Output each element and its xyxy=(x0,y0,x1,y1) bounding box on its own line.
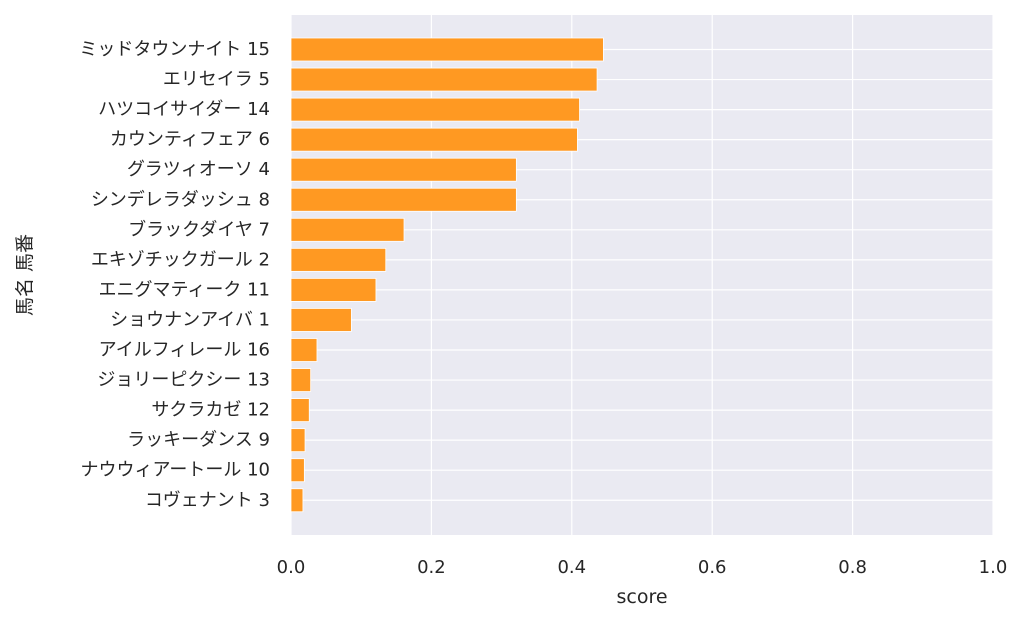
category-label: ラッキーダンス 9 xyxy=(127,430,270,451)
bar xyxy=(290,488,304,513)
category-labels: ミッドタウンナイト 15 エリセイラ 5 ハツコイサイダー 14 カウンティフェア 6… xyxy=(79,39,270,511)
bar xyxy=(290,187,517,212)
category-label: ハツコイサイダー 14 xyxy=(98,99,270,120)
y-axis-title: 馬名 馬番 xyxy=(14,234,36,316)
category-label: ジョリーピクシー 13 xyxy=(97,370,270,391)
category-label: サクラカゼ 12 xyxy=(151,400,270,421)
bars xyxy=(290,37,604,513)
x-tick-label: 0.2 xyxy=(417,557,446,578)
category-label: カウンティフェア 6 xyxy=(110,129,270,150)
bar xyxy=(290,217,405,242)
plot-area xyxy=(291,15,993,535)
bar xyxy=(290,368,312,392)
bar xyxy=(290,127,578,152)
x-axis-title: score xyxy=(616,586,667,608)
category-label: エキゾチックガール 2 xyxy=(91,249,270,270)
category-label: コヴェナント 3 xyxy=(145,490,270,511)
category-label: ブラックダイヤ 7 xyxy=(128,218,270,240)
bar xyxy=(290,338,318,362)
x-tick-labels: 0.0 0.2 0.4 0.6 0.8 1.0 xyxy=(277,557,1008,578)
bar xyxy=(290,247,387,272)
bar xyxy=(290,308,352,332)
category-label: エニグマティーク 11 xyxy=(98,279,270,300)
category-label: エリセイラ 5 xyxy=(163,69,270,90)
bar xyxy=(290,97,580,122)
bar xyxy=(290,37,604,62)
bar xyxy=(290,277,377,302)
category-label: アイルフィレール 16 xyxy=(99,340,270,361)
x-tick-label: 0.0 xyxy=(277,557,306,578)
category-label: ショウナンアイバ 1 xyxy=(110,309,270,330)
bar xyxy=(290,458,305,483)
category-label: ナウウィアートール 10 xyxy=(80,460,270,481)
category-label: グラツィオーソ 4 xyxy=(127,159,270,180)
x-tick-label: 1.0 xyxy=(979,557,1008,578)
bar xyxy=(290,67,598,92)
x-tick-label: 0.4 xyxy=(557,557,586,578)
x-tick-label: 0.8 xyxy=(838,557,867,578)
category-label: シンデレラダッシュ 8 xyxy=(91,189,270,210)
bar xyxy=(290,157,517,182)
x-tick-label: 0.6 xyxy=(698,557,727,578)
bar xyxy=(290,428,306,453)
bar xyxy=(290,398,310,423)
category-label: ミッドタウンナイト 15 xyxy=(79,39,270,60)
